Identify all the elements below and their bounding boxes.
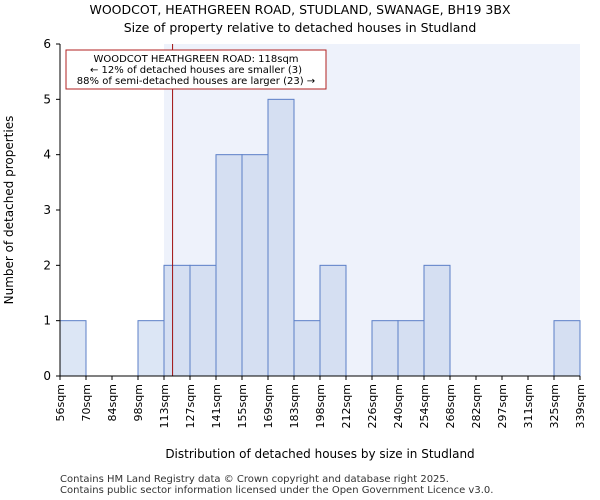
x-tick-label: 268sqm — [444, 384, 457, 428]
annotation-box: WOODCOT HEATHGREEN ROAD: 118sqm ← 12% of… — [65, 49, 327, 90]
x-tick-label: 84sqm — [106, 384, 119, 421]
x-tick-label: 70sqm — [80, 384, 93, 421]
y-tick-label: 2 — [43, 258, 51, 272]
annotation-line-3: 88% of semi-detached houses are larger (… — [77, 76, 315, 87]
bar-98sqm — [137, 320, 165, 377]
x-tick-label: 113sqm — [158, 384, 171, 428]
footer-licence: Contains public sector information licen… — [60, 485, 494, 496]
y-tick-label: 0 — [43, 369, 51, 383]
chart-title: WOODCOT, HEATHGREEN ROAD, STUDLAND, SWAN… — [89, 2, 511, 17]
y-ticks: 0 1 2 3 4 5 6 — [43, 37, 60, 383]
x-tick-label: 297sqm — [496, 384, 509, 428]
x-tick-label: 311sqm — [522, 384, 535, 428]
y-tick-label: 4 — [43, 148, 51, 162]
x-tick-label: 198sqm — [314, 384, 327, 428]
bar-226sqm — [371, 320, 399, 377]
chart-subtitle: Size of property relative to detached ho… — [123, 20, 477, 35]
x-tick-label: 325sqm — [548, 384, 561, 428]
x-tick-label: 98sqm — [132, 384, 145, 421]
bar-254sqm — [423, 264, 451, 377]
y-tick-label: 6 — [43, 37, 51, 51]
x-axis-label: Distribution of detached houses by size … — [165, 447, 474, 461]
x-tick-label: 226sqm — [366, 384, 379, 428]
x-tick-label: 254sqm — [418, 384, 431, 428]
x-tick-label: 56sqm — [54, 384, 67, 421]
bar-325sqm — [553, 320, 581, 377]
y-tick-label: 1 — [43, 314, 51, 328]
footer-copyright: Contains HM Land Registry data © Crown c… — [60, 474, 449, 485]
x-tick-label: 155sqm — [236, 384, 249, 428]
bar-113sqm — [163, 264, 191, 377]
y-axis-label: Number of detached properties — [2, 116, 16, 305]
x-ticks: 56sqm 70sqm 84sqm 98sqm 113sqm 127sqm 141sqm 15… — [54, 376, 587, 428]
bar-141sqm — [215, 154, 243, 377]
bar-183sqm — [293, 320, 321, 377]
annotation-line-1: WOODCOT HEATHGREEN ROAD: 118sqm — [93, 54, 298, 65]
x-tick-label: 240sqm — [392, 384, 405, 428]
bar-169sqm — [267, 98, 295, 377]
x-tick-label: 141sqm — [210, 384, 223, 428]
bar-56sqm — [59, 320, 87, 377]
y-tick-label: 3 — [43, 203, 51, 217]
x-tick-label: 127sqm — [184, 384, 197, 428]
bar-127sqm — [189, 264, 217, 377]
x-tick-label: 339sqm — [574, 384, 587, 428]
bar-155sqm — [241, 154, 269, 377]
histogram-chart: 0 1 2 3 4 5 6 56sqm 70sqm 84sqm 98sqm 113sqm 127sqm… — [2, 37, 587, 461]
x-tick-label: 282sqm — [470, 384, 483, 428]
x-tick-label: 183sqm — [288, 384, 301, 428]
x-tick-label: 212sqm — [340, 384, 353, 428]
bar-198sqm — [319, 264, 347, 377]
bar-240sqm — [397, 320, 425, 377]
annotation-line-2: ← 12% of detached houses are smaller (3) — [90, 65, 302, 76]
x-tick-label: 169sqm — [262, 384, 275, 428]
y-tick-label: 5 — [43, 92, 51, 106]
bars — [59, 98, 581, 377]
